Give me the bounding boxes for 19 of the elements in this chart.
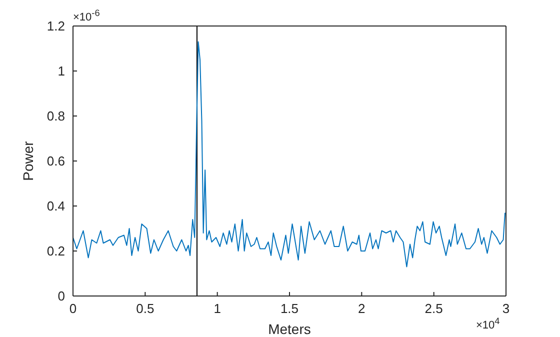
y-tick-label: 0.4 [46, 198, 65, 214]
x-tick-label: 2 [358, 301, 366, 316]
text: ×10$^{-6}$ [73, 8, 100, 24]
x-tick-label: 2.5 [424, 301, 443, 316]
x-tick-label: 0.5 [136, 301, 154, 316]
y-tick-label: 0.8 [46, 108, 65, 124]
x-tick-label: 1 [214, 301, 221, 316]
x-tick-label: 1.5 [280, 301, 299, 316]
y-tick-label: 0.6 [46, 154, 65, 169]
y-tick-label: 1 [58, 64, 65, 79]
y-axis-title: Power [20, 140, 36, 181]
y-tick-label: 0.2 [46, 244, 65, 259]
y-tick-label: 0 [58, 288, 65, 304]
x-axis-title: Meters [268, 321, 311, 337]
line-series [73, 41, 506, 268]
y-tick-label: 1.2 [46, 18, 65, 34]
x-tick-label: 0 [69, 301, 77, 316]
x-tick-label: 3 [502, 301, 510, 316]
text: ×10$^{4}$ [476, 316, 500, 332]
